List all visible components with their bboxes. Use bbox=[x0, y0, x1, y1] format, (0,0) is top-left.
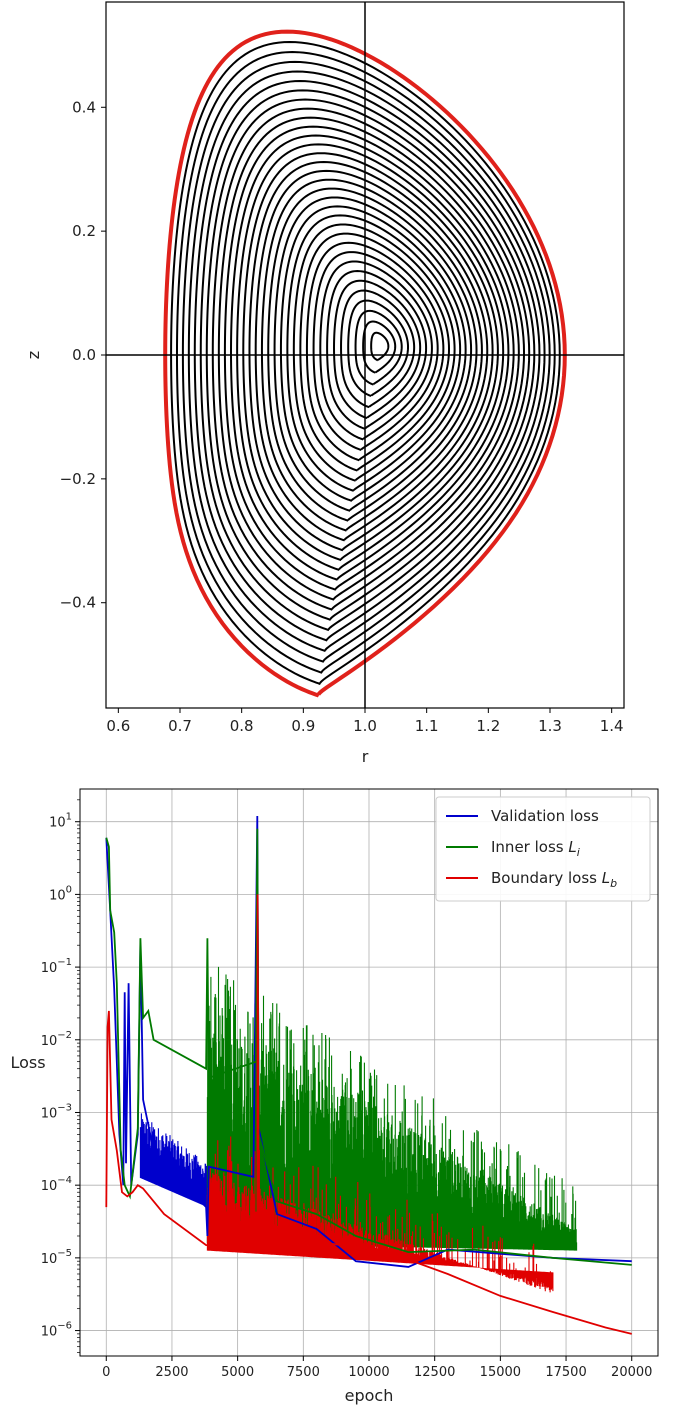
loss-series-line bbox=[105, 815, 632, 1268]
x-tick-label: 0.7 bbox=[168, 717, 192, 735]
flux-contour bbox=[299, 232, 451, 472]
reference-lines bbox=[106, 2, 624, 708]
legend-entry: Validation loss bbox=[491, 807, 599, 825]
flux-contour bbox=[273, 196, 473, 512]
flux-contour bbox=[333, 279, 422, 420]
y-tick-label: −0.2 bbox=[60, 470, 96, 488]
flux-contour bbox=[362, 320, 397, 374]
x-tick-label: 0.6 bbox=[106, 717, 130, 735]
flux-surface-plot: 0.6 0.7 0.8 0.9 1.0 1.1 1.2 1.3 1.4 0.4 0.2 0.0 −0.… bbox=[24, 1, 625, 766]
flux-contour bbox=[354, 309, 403, 386]
y-tick-label: 100 bbox=[49, 884, 72, 903]
flux-contour bbox=[229, 134, 510, 581]
flux-contour bbox=[242, 152, 499, 562]
flux-contour bbox=[370, 331, 390, 362]
loss-oscillation-band bbox=[206, 966, 578, 1251]
flux-contour bbox=[223, 125, 515, 591]
flux-contour bbox=[211, 107, 526, 611]
flux-contour bbox=[319, 260, 433, 441]
x-tick-label: 10000 bbox=[348, 1365, 389, 1380]
loss-oscillation-band bbox=[139, 1113, 208, 1207]
y-tick-label: 0.0 bbox=[72, 346, 96, 364]
flux-contour bbox=[217, 116, 520, 601]
x-tick-label: 1.3 bbox=[538, 717, 562, 735]
flux-contour bbox=[286, 214, 462, 492]
y-tick-label: 10−1 bbox=[41, 957, 72, 976]
x-axis-ticks: 0.6 0.7 0.8 0.9 1.0 1.1 1.2 1.3 1.4 bbox=[106, 708, 624, 735]
flux-contour bbox=[279, 205, 467, 502]
flux-contour bbox=[181, 60, 551, 663]
flux-contour bbox=[254, 169, 489, 542]
y-axis-label: Loss bbox=[10, 1053, 45, 1072]
y-tick-label: −0.4 bbox=[60, 594, 96, 612]
flux-contour bbox=[205, 98, 531, 621]
flux-contour bbox=[248, 161, 494, 552]
x-axis-label: r bbox=[362, 747, 369, 766]
x-tick-label: 1.1 bbox=[415, 717, 439, 735]
y-tick-label: 10−3 bbox=[41, 1102, 72, 1121]
x-tick-label: 1.2 bbox=[476, 717, 500, 735]
flux-contour bbox=[193, 80, 541, 642]
flux-contour bbox=[340, 289, 416, 409]
flux-contour bbox=[292, 223, 456, 482]
y-tick-label: 10−5 bbox=[41, 1248, 72, 1267]
x-tick-label: 20000 bbox=[611, 1365, 652, 1380]
y-tick-label: 0.2 bbox=[72, 222, 96, 240]
x-tick-label: 17500 bbox=[545, 1365, 586, 1380]
plot-area bbox=[105, 1, 625, 709]
y-axis-ticks: 0.4 0.2 0.0 −0.2 −0.4 bbox=[60, 98, 106, 612]
flux-contour bbox=[199, 89, 536, 632]
flux-contour bbox=[326, 270, 428, 430]
legend-entry: Boundary loss Lb bbox=[491, 869, 617, 890]
legend: Validation loss Inner loss Li Boundary los… bbox=[435, 796, 651, 902]
y-tick-label: 101 bbox=[49, 812, 72, 831]
flux-contour bbox=[312, 251, 439, 451]
y-tick-label: 10−6 bbox=[41, 1321, 72, 1340]
x-tick-label: 2500 bbox=[155, 1365, 188, 1380]
contour-lines bbox=[170, 40, 561, 685]
y-tick-label: 10−2 bbox=[41, 1030, 72, 1049]
flux-contour bbox=[260, 178, 483, 532]
flux-contour bbox=[187, 70, 546, 653]
x-tick-label: 1.4 bbox=[600, 717, 624, 735]
x-tick-label: 1.0 bbox=[353, 717, 377, 735]
y-tick-label: 10−4 bbox=[41, 1175, 72, 1194]
x-tick-label: 15000 bbox=[480, 1365, 521, 1380]
flux-contour bbox=[267, 187, 478, 522]
flux-contour bbox=[347, 299, 410, 397]
x-tick-label: 12500 bbox=[414, 1365, 455, 1380]
legend-entry: Inner loss Li bbox=[491, 838, 580, 859]
y-tick-label: 0.4 bbox=[72, 98, 96, 116]
loss-plot: 0 2500 5000 7500 10000 12500 15000 17500 20000 1… bbox=[10, 788, 659, 1405]
y-axis-ticks: 101 100 10−1 10−2 10−3 10−4 10−5 10−6 bbox=[41, 799, 80, 1353]
loss-series-line bbox=[105, 828, 632, 1266]
x-tick-label: 0.9 bbox=[291, 717, 315, 735]
x-axis-ticks: 0 2500 5000 7500 10000 12500 15000 17500 20000 bbox=[102, 1356, 652, 1380]
x-axis-label: epoch bbox=[345, 1386, 394, 1405]
loss-series-line bbox=[105, 894, 632, 1335]
x-tick-label: 0 bbox=[102, 1365, 110, 1380]
x-tick-label: 7500 bbox=[287, 1365, 320, 1380]
legend-box bbox=[435, 796, 651, 902]
y-axis-label: z bbox=[24, 351, 43, 359]
x-tick-label: 5000 bbox=[221, 1365, 254, 1380]
flux-contour bbox=[236, 143, 505, 571]
x-tick-label: 0.8 bbox=[230, 717, 254, 735]
loss-series bbox=[105, 815, 632, 1335]
flux-contour bbox=[305, 241, 445, 462]
